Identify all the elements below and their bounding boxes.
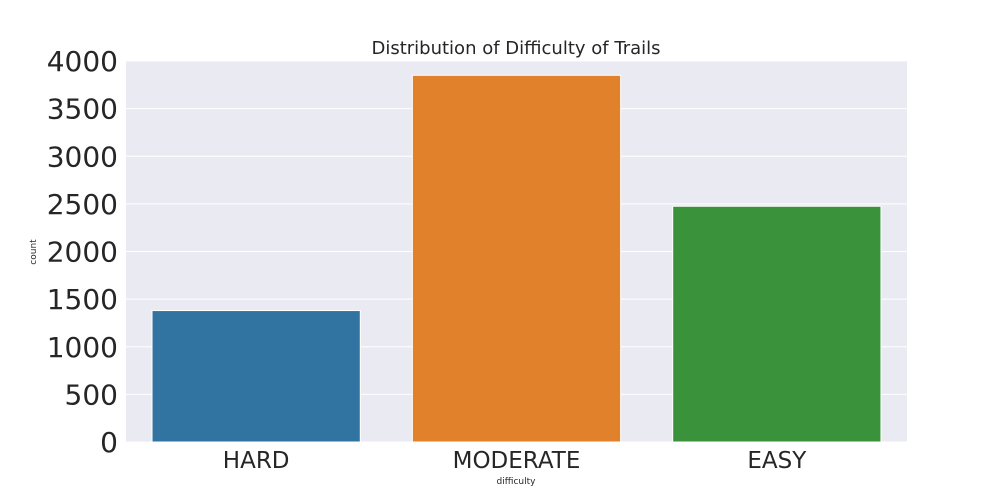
bar-hard <box>151 310 361 443</box>
bars <box>151 74 882 443</box>
y-tick-label: 500 <box>65 378 118 411</box>
y-tick-label: 2500 <box>47 188 118 221</box>
y-tick-label: 0 <box>100 426 118 459</box>
bar-easy <box>672 205 882 443</box>
x-axis-label: difficulty <box>497 477 537 487</box>
x-tick-labels: HARD MODERATE EASY <box>223 448 807 474</box>
y-tick-label: 3500 <box>47 93 118 126</box>
bar-moderate <box>411 74 622 443</box>
y-tick-label: 3000 <box>47 140 118 173</box>
x-tick-label-moderate: MODERATE <box>453 448 581 474</box>
chart-title: Distribution of Difficulty of Trails <box>371 38 660 59</box>
y-tick-label: 2000 <box>47 236 118 269</box>
y-tick-label: 1500 <box>47 283 118 316</box>
y-axis-label: count <box>29 239 39 265</box>
y-tick-labels: 0 500 1000 1500 2000 2500 3000 3500 4000 <box>47 45 118 459</box>
x-tick-label-easy: EASY <box>747 448 807 474</box>
x-tick-label-hard: HARD <box>223 448 290 474</box>
y-tick-label: 1000 <box>47 331 118 364</box>
y-tick-label: 4000 <box>47 45 118 78</box>
